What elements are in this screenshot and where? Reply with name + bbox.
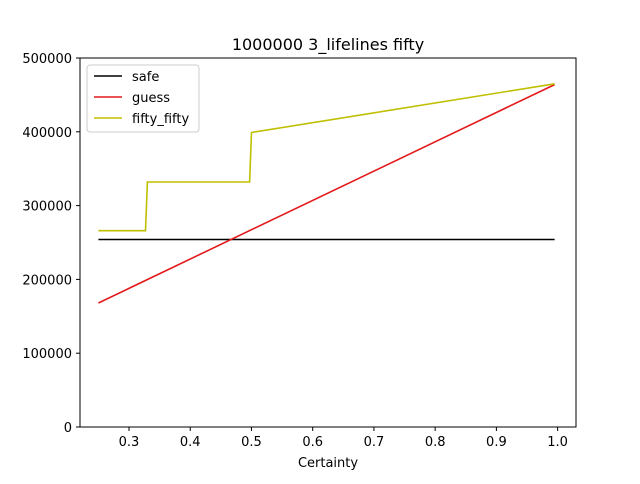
legend-box: [86, 64, 200, 133]
x-axis: 0.3 0.4 0.5 0.6 0.7 0.8 0.9 1.0: [119, 427, 568, 450]
series-line-guess: [98, 83, 555, 304]
y-axis: 0 100000 200000 300000 400000 500000: [22, 52, 80, 436]
series-line-fifty-fifty: [98, 83, 555, 232]
x-tick-label: 0.5: [241, 435, 262, 450]
x-tick-label: 0.4: [180, 435, 201, 450]
y-tick-label: 400000: [22, 126, 72, 141]
y-tick-label: 0: [64, 421, 72, 436]
legend-label-safe: safe: [132, 70, 159, 85]
x-tick-label: 0.8: [425, 435, 446, 450]
x-tick-label: 1.0: [547, 435, 568, 450]
y-tick-label: 100000: [22, 347, 72, 362]
series-lines: [98, 83, 555, 304]
plot-area-frame: [79, 57, 577, 428]
y-tick-label: 200000: [22, 273, 72, 288]
legend-label-fifty-fifty: fifty_fifty: [132, 112, 189, 127]
y-tick-label: 300000: [22, 200, 72, 215]
x-axis-label: Certainty: [298, 456, 358, 471]
y-tick-label: 500000: [22, 52, 72, 67]
legend: safe guess fifty_fifty: [86, 64, 200, 133]
x-tick-label: 0.7: [364, 435, 385, 450]
x-tick-label: 0.9: [486, 435, 507, 450]
x-tick-label: 0.3: [119, 435, 140, 450]
legend-label-guess: guess: [132, 91, 170, 106]
x-tick-label: 0.6: [302, 435, 323, 450]
chart-title: 1000000 3_lifelines fifty: [232, 35, 424, 55]
